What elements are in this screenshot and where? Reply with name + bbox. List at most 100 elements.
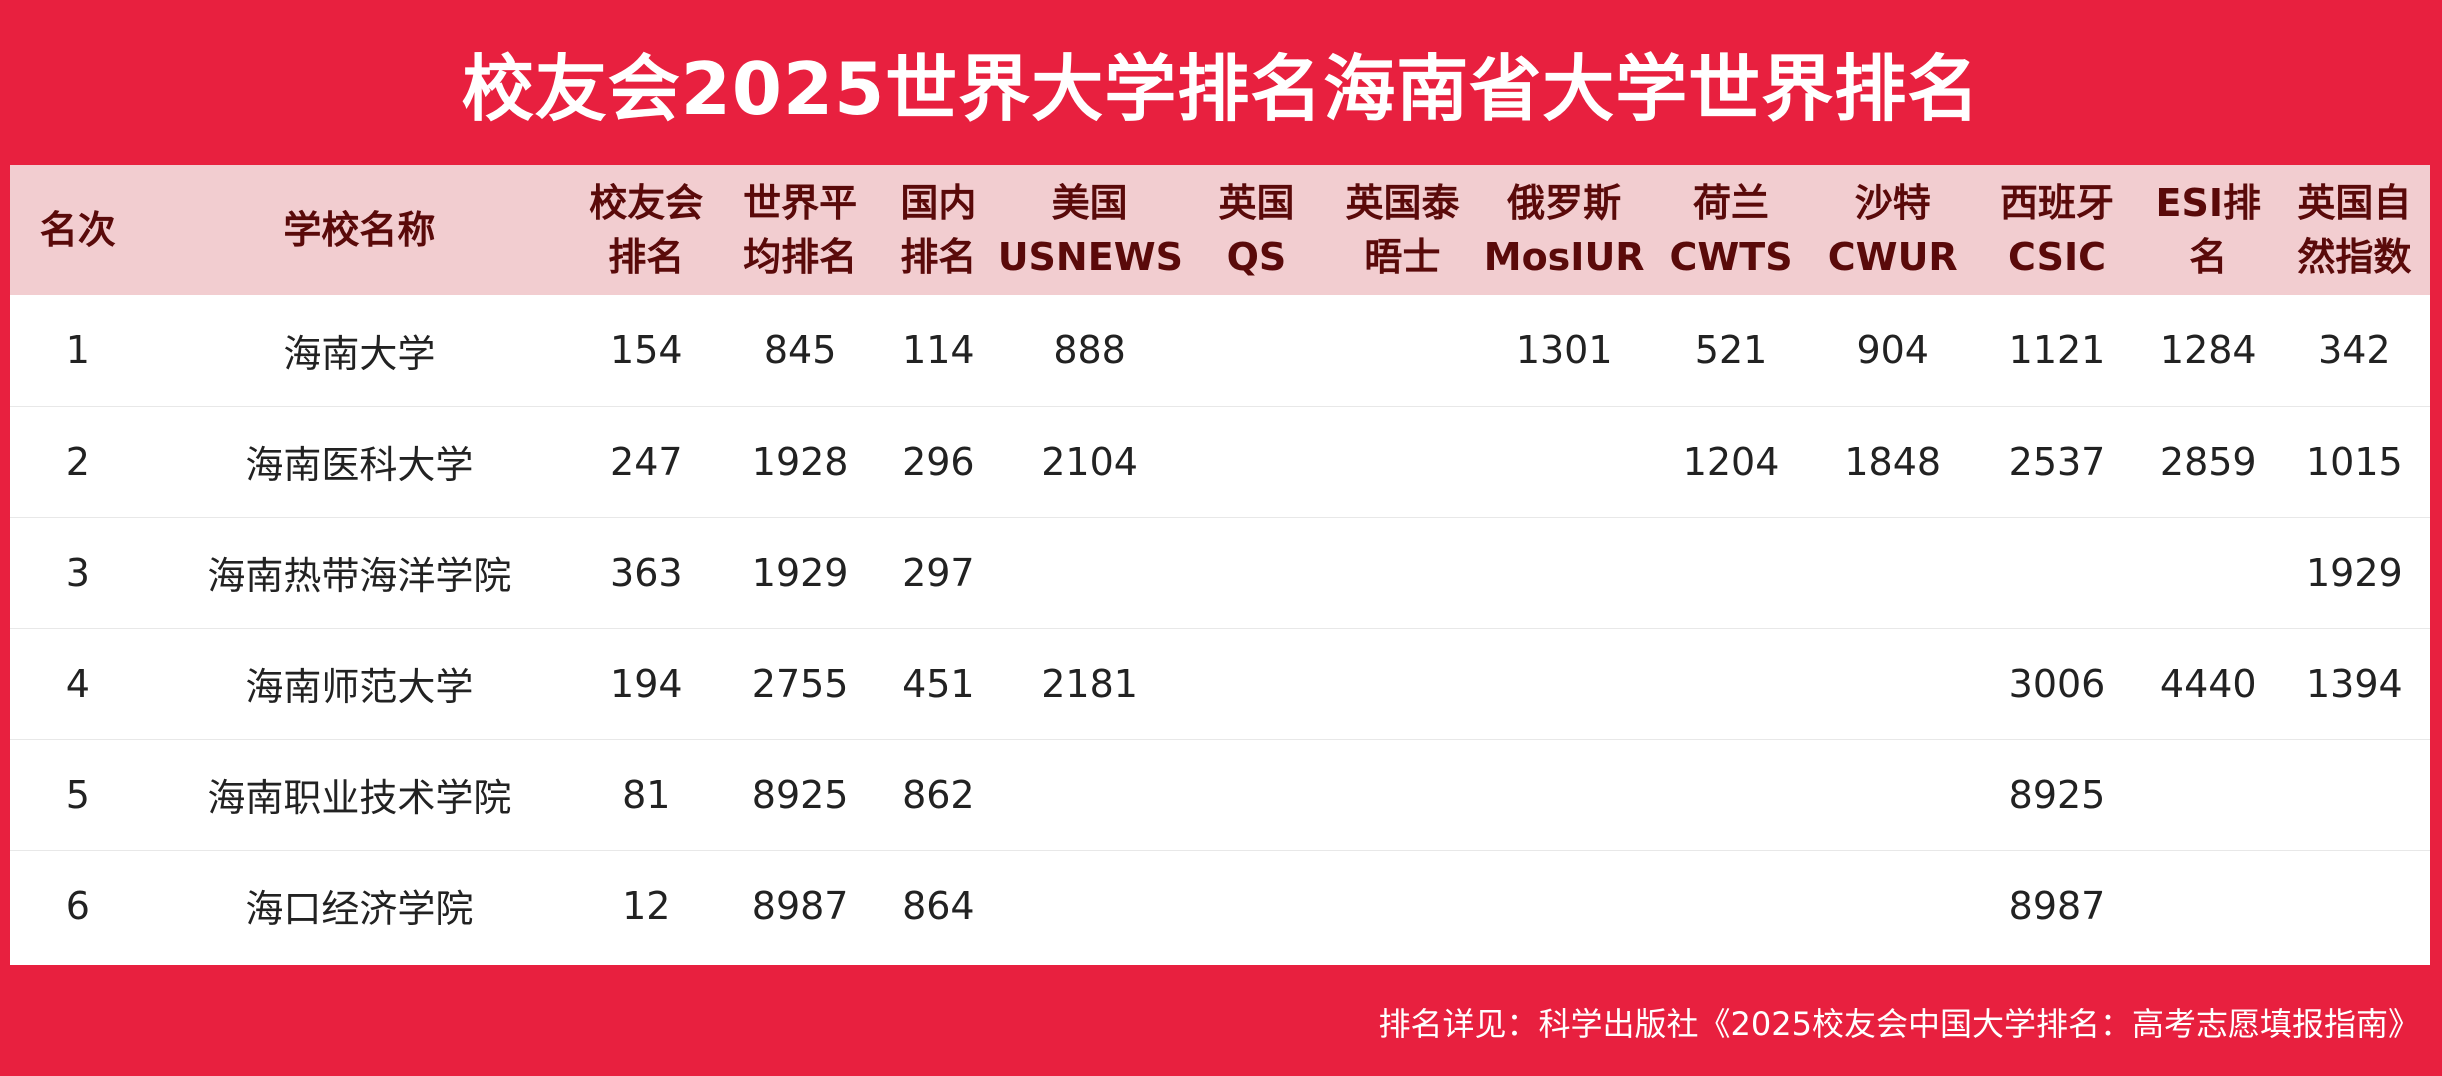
qs-cell bbox=[1183, 738, 1330, 850]
header-cwur: 沙特 CWUR bbox=[1809, 165, 1976, 295]
cwur-cell: 1848 bbox=[1809, 405, 1977, 517]
esi-cell: 4440 bbox=[2137, 627, 2279, 739]
cwts-cell bbox=[1652, 738, 1810, 850]
header-world-avg-rank: 世界平 均排名 bbox=[719, 165, 881, 295]
csic-cell bbox=[1976, 516, 2138, 628]
cwts-cell: 521 bbox=[1694, 328, 1768, 373]
header-line: 排名 bbox=[608, 235, 685, 279]
qs-cell bbox=[1183, 627, 1330, 739]
mosiur-cell bbox=[1475, 849, 1653, 961]
usnews-cell bbox=[995, 849, 1184, 961]
esi-cell bbox=[2137, 516, 2279, 628]
esi-cell bbox=[2137, 849, 2279, 961]
school-name-cell: 海南职业技术学院 bbox=[145, 738, 574, 850]
header-nature-index: 英国自 然指数 bbox=[2279, 165, 2430, 295]
header-esi: ESI排名 bbox=[2138, 165, 2279, 295]
alumni-rank-cell: 363 bbox=[573, 516, 720, 628]
school-name-cell: 海口经济学院 bbox=[145, 849, 574, 961]
header-line: 名次 bbox=[39, 208, 116, 252]
domestic-rank-cell: 864 bbox=[880, 849, 996, 961]
header-alumni-rank: 校友会 排名 bbox=[573, 165, 719, 295]
cwts-cell bbox=[1652, 516, 1810, 628]
alumni-rank-cell: 247 bbox=[573, 405, 720, 517]
table-row: 4 海南师范大学 194 2755 451 2181 3006 4440 139… bbox=[10, 627, 2430, 739]
csic-cell: 8925 bbox=[1976, 738, 2138, 850]
header-line: 英国泰 bbox=[1345, 181, 1460, 225]
times-cell bbox=[1329, 405, 1476, 517]
times-cell bbox=[1329, 849, 1476, 961]
rank-cell: 6 bbox=[10, 849, 146, 961]
rank-cell: 2 bbox=[10, 405, 146, 517]
header-line: MosIUR bbox=[1483, 235, 1645, 279]
times-cell bbox=[1329, 295, 1475, 406]
header-rank: 名次 bbox=[10, 165, 146, 295]
qs-cell bbox=[1183, 295, 1329, 406]
mosiur-cell bbox=[1475, 516, 1653, 628]
school-name-cell: 海南医科大学 bbox=[145, 405, 574, 517]
csic-cell: 3006 bbox=[1976, 627, 2138, 739]
cwts-cell bbox=[1652, 849, 1810, 961]
header-line: 均排名 bbox=[743, 235, 858, 279]
cwur-cell: 904 bbox=[1856, 328, 1929, 373]
ranking-table-container: 名次 学校名称 校友会 排名 世界平 均排名 国内 排名 美国 USNEWS 英国 QS … bbox=[10, 165, 2430, 965]
alumni-rank-cell: 154 bbox=[610, 328, 683, 373]
rank-cell: 3 bbox=[10, 516, 146, 628]
usnews-cell bbox=[995, 516, 1184, 628]
world-avg-rank-cell: 8925 bbox=[719, 738, 881, 850]
qs-cell bbox=[1183, 405, 1330, 517]
table-row: 6 海口经济学院 12 8987 864 8987 bbox=[10, 849, 2430, 961]
mosiur-cell bbox=[1475, 738, 1653, 850]
header-line: 俄罗斯 bbox=[1507, 181, 1622, 225]
rank-cell: 5 bbox=[10, 738, 146, 850]
header-usnews: 美国 USNEWS bbox=[996, 165, 1184, 295]
header-line: 国内 bbox=[900, 181, 977, 225]
ranking-table: 名次 学校名称 校友会 排名 世界平 均排名 国内 排名 美国 USNEWS 英国 QS … bbox=[10, 165, 2430, 961]
csic-cell: 1121 bbox=[2008, 328, 2106, 373]
domestic-rank-cell: 296 bbox=[880, 405, 996, 517]
esi-cell: 1284 bbox=[2159, 328, 2257, 373]
cwur-cell bbox=[1809, 627, 1977, 739]
header-line: 名 bbox=[2189, 235, 2228, 279]
world-avg-rank-cell: 1929 bbox=[719, 516, 881, 628]
header-line: ESI排 bbox=[2155, 181, 2261, 225]
esi-cell: 2859 bbox=[2137, 405, 2279, 517]
header-qs: 英国 QS bbox=[1183, 165, 1329, 295]
header-line: USNEWS bbox=[997, 235, 1183, 279]
header-mosiur: 俄罗斯 MosIUR bbox=[1476, 165, 1653, 295]
times-cell bbox=[1329, 516, 1476, 628]
world-avg-rank-cell: 845 bbox=[763, 328, 837, 373]
school-name-cell: 海南师范大学 bbox=[145, 627, 574, 739]
header-line: 英国 bbox=[1218, 181, 1295, 225]
header-line: 世界平 bbox=[743, 181, 858, 225]
mosiur-cell: 1301 bbox=[1515, 328, 1613, 373]
qs-cell bbox=[1183, 516, 1330, 628]
alumni-rank-cell: 12 bbox=[573, 849, 720, 961]
usnews-cell: 888 bbox=[1053, 328, 1126, 373]
header-line: 西班牙 bbox=[2000, 181, 2115, 225]
cwts-cell bbox=[1652, 627, 1810, 739]
usnews-cell: 2181 bbox=[995, 627, 1184, 739]
domestic-rank-cell: 114 bbox=[902, 328, 975, 373]
nature-index-cell: 1015 bbox=[2278, 405, 2430, 517]
page-title: 校友会2025世界大学排名海南省大学世界排名 bbox=[461, 47, 1981, 131]
header-line: 沙特 bbox=[1854, 181, 1931, 225]
csic-cell: 2537 bbox=[1976, 405, 2138, 517]
world-avg-rank-cell: 1928 bbox=[719, 405, 881, 517]
school-name-cell: 海南热带海洋学院 bbox=[145, 516, 574, 628]
alumni-rank-cell: 194 bbox=[573, 627, 720, 739]
header-line: 排名 bbox=[900, 235, 977, 279]
mosiur-cell bbox=[1475, 405, 1653, 517]
header-line: 美国 bbox=[1051, 181, 1128, 225]
header-line: 学校名称 bbox=[283, 208, 436, 252]
header-line: 荷兰 bbox=[1693, 181, 1770, 225]
table-row: 1 海南大学 154 845 114 888 1301 521 904 1121… bbox=[10, 295, 2430, 406]
rank-cell: 4 bbox=[10, 627, 146, 739]
world-avg-rank-cell: 2755 bbox=[719, 627, 881, 739]
times-cell bbox=[1329, 738, 1476, 850]
table-header-row: 名次 学校名称 校友会 排名 世界平 均排名 国内 排名 美国 USNEWS 英国 QS … bbox=[10, 165, 2430, 295]
nature-index-cell: 1394 bbox=[2278, 627, 2430, 739]
csic-cell: 8987 bbox=[1976, 849, 2138, 961]
header-line: 晤士 bbox=[1364, 235, 1441, 279]
table-row: 3 海南热带海洋学院 363 1929 297 1929 bbox=[10, 516, 2430, 628]
